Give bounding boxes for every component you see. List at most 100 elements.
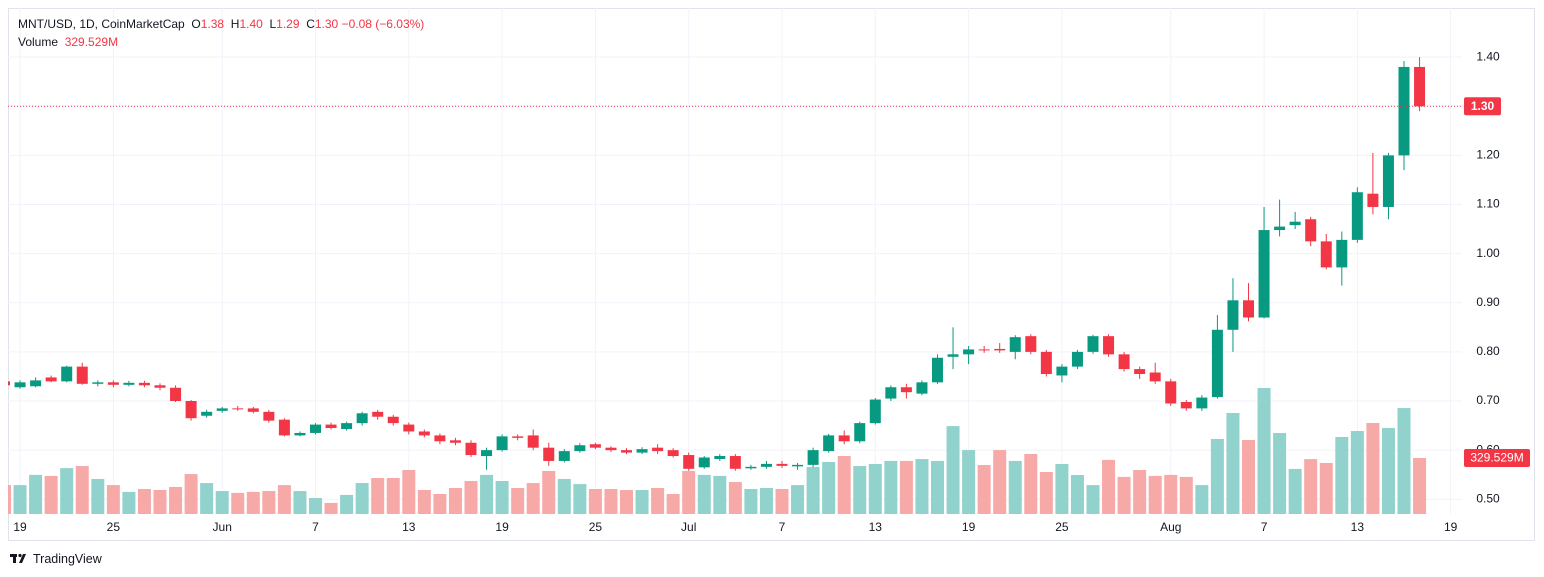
candle-body: [61, 366, 73, 382]
volume-bar: [1413, 457, 1427, 514]
candle-body: [216, 408, 228, 411]
candle-body: [1118, 354, 1130, 370]
volume-bar: [386, 477, 400, 514]
volume-tag-label: 329.529M: [1470, 451, 1523, 465]
x-tick-label: 19: [962, 520, 976, 534]
close-label: C: [306, 17, 315, 31]
volume-bar: [246, 491, 260, 514]
volume-bar: [728, 482, 742, 514]
volume-bar: [433, 493, 447, 514]
volume-bar: [1024, 453, 1038, 514]
high-value: 1.40: [239, 17, 263, 31]
volume-bar: [153, 490, 167, 514]
volume-bar: [526, 483, 540, 514]
candle-body: [729, 456, 741, 469]
volume-bar: [122, 491, 136, 514]
candle-body: [916, 382, 928, 394]
volume-bar: [1319, 462, 1333, 514]
symbol: MNT/USD, 1D, CoinMarketCap: [18, 17, 185, 31]
candle-body: [76, 366, 88, 384]
y-tick-label: 1.00: [1476, 246, 1500, 260]
volume-bar: [1086, 485, 1100, 514]
candle-body: [589, 444, 601, 448]
x-tick-label: 7: [779, 520, 786, 534]
volume-bar: [340, 494, 354, 514]
candle-body: [1211, 329, 1223, 398]
volume-bar: [309, 498, 322, 514]
volume-bar: [355, 483, 369, 514]
x-tick-label: 7: [312, 520, 319, 534]
candle-body: [278, 419, 290, 436]
candle-body: [496, 436, 508, 451]
volume-bar: [262, 491, 276, 514]
candle-body: [947, 354, 959, 357]
candle-body: [1149, 372, 1161, 382]
candle-body: [978, 349, 990, 351]
volume-bar: [1164, 474, 1178, 514]
volume-bar: [806, 467, 820, 514]
x-tick-label: 13: [1351, 520, 1365, 534]
candle-body: [1071, 351, 1083, 367]
volume-bar: [277, 485, 291, 514]
volume-bar: [106, 485, 120, 514]
low-label: L: [269, 17, 277, 31]
candle-body: [1320, 241, 1332, 268]
candle-body: [1305, 219, 1317, 242]
grid: [8, 8, 1462, 514]
candle-body: [481, 450, 493, 457]
volume-bar: [1242, 440, 1255, 514]
volume-bar: [1226, 412, 1240, 514]
volume-bar: [1273, 433, 1287, 514]
candle-body: [14, 382, 26, 388]
volume-bar: [324, 502, 338, 514]
volume-bar: [542, 470, 556, 514]
volume-bar: [915, 459, 929, 514]
brand-logo: TradingView: [10, 552, 103, 566]
volume-bar: [1179, 476, 1193, 514]
x-tick-label: 13: [869, 520, 883, 534]
candle-body: [1258, 230, 1270, 318]
candle-body: [885, 387, 897, 399]
candle-body: [30, 380, 42, 387]
candle-body: [263, 411, 275, 421]
volume-bar: [448, 487, 462, 514]
volume-bar: [573, 484, 587, 514]
candle-body: [1289, 221, 1301, 226]
brand-name: TradingView: [33, 552, 103, 566]
x-tick-label: 19: [1444, 520, 1458, 534]
x-tick-label: 19: [495, 520, 509, 534]
candle-body: [512, 436, 524, 438]
volume-bar: [44, 475, 58, 514]
candle-body: [185, 401, 197, 419]
x-tick-label: Jul: [681, 520, 696, 534]
volume-bar: [759, 487, 773, 514]
candle-body: [107, 382, 119, 385]
volume-bar: [666, 493, 680, 514]
volume-bar: [588, 489, 602, 514]
close-value: 1.30: [314, 17, 339, 31]
candle-body: [636, 449, 648, 453]
candle-body: [527, 435, 539, 448]
y-tick-label: 1.10: [1476, 197, 1500, 211]
volume-bar: [931, 460, 944, 514]
candle-body: [403, 424, 415, 432]
volume-bar: [977, 465, 991, 514]
candle-body: [325, 424, 337, 429]
candle-body: [1025, 336, 1037, 352]
candle-body: [1274, 226, 1286, 231]
volume-bar: [775, 489, 789, 514]
volume-bar: [899, 460, 913, 514]
candle-body: [1087, 336, 1099, 352]
x-tick-label: 25: [1055, 520, 1069, 534]
y-tick-label: 0.70: [1476, 393, 1500, 407]
candle-body: [776, 463, 788, 466]
candle-body: [760, 463, 772, 467]
x-tick-label: 19: [13, 520, 27, 534]
candle-body: [1414, 66, 1426, 107]
volume-bar: [293, 491, 307, 514]
volume-bar: [1102, 459, 1116, 514]
last-price-tag: [1464, 97, 1501, 116]
open-label: O: [191, 17, 201, 31]
volume-bar: [946, 426, 960, 514]
